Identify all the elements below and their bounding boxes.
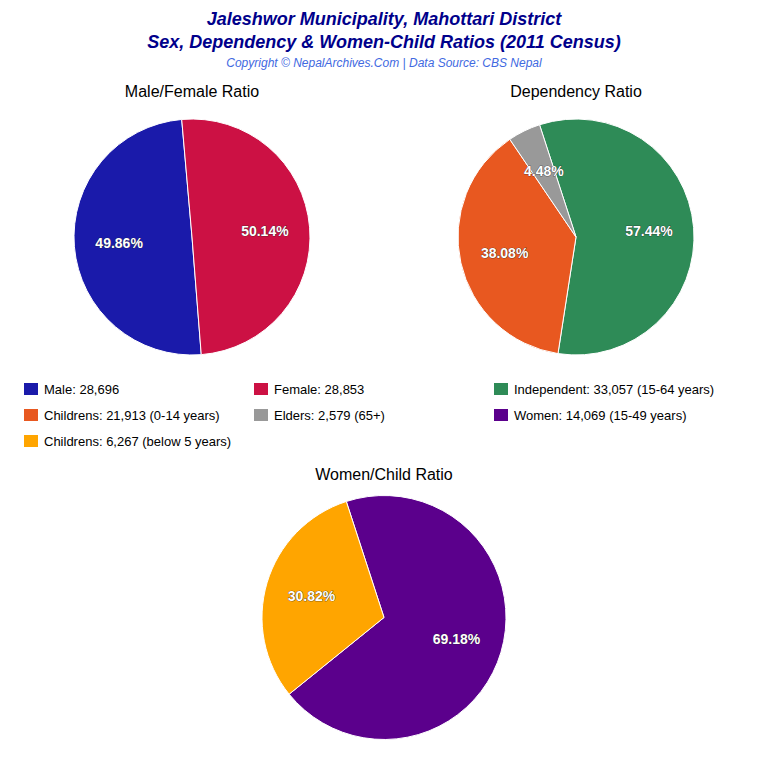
html-text:Independent: 33,057 (15-64 yea: Independent: 33,057 (15-64 years) [514,381,715,397]
svg-text:30.82%: 30.82% [288,588,336,604]
html-text:Male: 28,696: Male: 28,696 [44,381,120,397]
html-text:Sex, Dependency & Women-Child: Sex, Dependency & Women-Child Ratios (20… [147,32,621,52]
html-text:Copyright © NepalArchives.Com: Copyright © NepalArchives.Com | Data Sou… [226,56,542,70]
html-text:Childrens: 21,913 (0-14 years): Childrens: 21,913 (0-14 years) [44,407,220,423]
html-text:Male/Female Ratio: Male/Female Ratio [124,83,260,100]
svg-text:38.08%: 38.08% [481,245,529,261]
svg-text:49.86%: 49.86% [95,235,143,251]
svg-text:50.14%: 50.14% [241,223,289,239]
html-text:Elders: 2,579 (65+): Elders: 2,579 (65+) [274,407,385,423]
svg-text:57.44%: 57.44% [625,223,673,239]
html-text:Women/Child Ratio: Women/Child Ratio [315,466,453,483]
svg-text:69.18%: 69.18% [433,631,481,647]
svg-text:4.48%: 4.48% [524,163,564,179]
html-text:Dependency Ratio: Dependency Ratio [510,83,642,100]
html-text:Women: 14,069 (15-49 years): Women: 14,069 (15-49 years) [514,407,687,423]
html-text:Female: 28,853: Female: 28,853 [274,381,365,397]
html-text:Childrens: 6,267 (below 5 year: Childrens: 6,267 (below 5 years) [44,433,232,449]
html-text:Jaleshwor Municipality, Mahott: Jaleshwor Municipality, Mahottari Distri… [206,9,562,29]
